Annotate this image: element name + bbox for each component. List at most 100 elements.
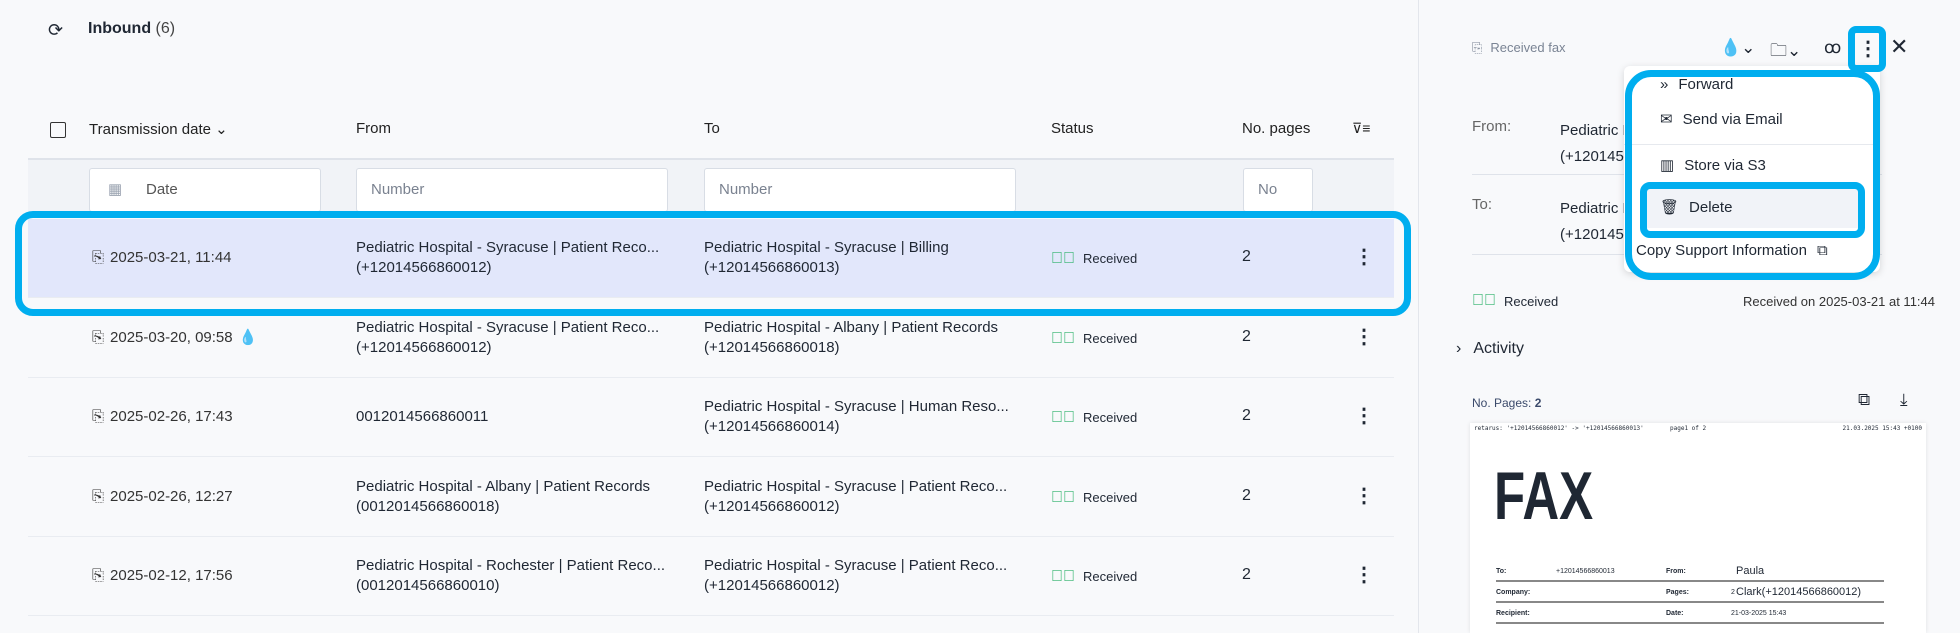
divider <box>28 158 1394 160</box>
transmission-date: ⎘ 2025-02-12, 17:56 <box>92 567 233 584</box>
transmission-date: ⎘ 2025-03-20, 09:58 💧 <box>92 328 258 346</box>
fax-title: FAX <box>1494 458 1594 534</box>
from-filter-input[interactable]: Number <box>356 168 668 212</box>
to-cell: Pediatric Hospital - Syracuse | Human Re… <box>704 398 1009 435</box>
pages-filter-input[interactable]: No <box>1243 168 1313 212</box>
inbound-fax-icon: ⎘ <box>92 567 105 584</box>
inbound-fax-icon: ⎘ <box>92 328 105 346</box>
menu-item-forward[interactable]: » Forward <box>1660 76 1734 93</box>
to-cell: Pediatric Hospital - Syracuse | Billing(… <box>704 239 949 276</box>
menu-item-delete-label[interactable]: 🗑 Delete <box>1660 198 1733 217</box>
copy-icon: ⧉ <box>1816 242 1828 259</box>
fax-preview[interactable]: retarus: '+12014566860012' -> '+12014566… <box>1470 423 1926 633</box>
status-badge: ✓⃝ Received <box>1051 488 1138 506</box>
filter-icon[interactable]: ⊽≡ <box>1352 120 1371 136</box>
more-options-button[interactable]: ⋮ <box>1858 38 1878 60</box>
chevron-right-icon: › <box>1456 340 1462 357</box>
folder-menu-button[interactable]: 🗀⌄ <box>1770 41 1802 60</box>
inbound-fax-icon: ⎘ <box>92 487 105 505</box>
storage-icon: ▥ <box>1660 157 1675 174</box>
check-circle-icon: ✓⃝ <box>1051 250 1075 267</box>
from-cell: Pediatric Hospital - Albany | Patient Re… <box>356 477 651 515</box>
to-cell: Pediatric Hospital - Syracuse | Patient … <box>704 477 1008 515</box>
forward-icon: » <box>1660 76 1669 93</box>
table-row[interactable]: ⎘ 2025-02-26, 12:27 Pediatric Hospital - … <box>28 458 1394 537</box>
column-header-from: From <box>356 120 391 137</box>
menu-item-delete[interactable] <box>1644 186 1862 228</box>
row-more-button[interactable]: ⋮ <box>1354 484 1374 507</box>
fax-cover-table: To: +12014566860013 From: Paula Clark(+1201… <box>1496 561 1884 624</box>
table-row[interactable]: ⎘ 2025-03-21, 11:44 Pediatric Hospital - … <box>28 219 1394 298</box>
from-cell: Pediatric Hospital - Syracuse | Patient … <box>356 318 660 356</box>
status-badge: ✓⃝ Received <box>1051 568 1138 585</box>
fax-type: ⎘ Received fax <box>1472 40 1566 55</box>
to-value: Pediatric H (+120145€ <box>1560 200 1634 243</box>
pages-cell: 2 <box>1242 486 1251 504</box>
mailbox-icon: ✉ <box>1660 111 1673 128</box>
inbound-fax-icon: ⎘ <box>92 249 105 266</box>
transmission-date: ⎘ 2025-02-26, 17:43 <box>92 408 233 425</box>
check-circle-icon: ✓⃝ <box>1472 292 1496 309</box>
glasses-icon[interactable]: ꝏ <box>1824 38 1842 57</box>
open-external-icon[interactable]: ⧉ <box>1858 390 1871 409</box>
check-circle-icon: ✓⃝ <box>1051 568 1075 585</box>
activity-toggle[interactable]: › Activity <box>1456 340 1524 357</box>
chevron-down-icon: ⌄ <box>215 121 228 138</box>
to-cell: Pediatric Hospital - Albany | Patient Re… <box>704 318 999 356</box>
pages-cell: 2 <box>1242 327 1251 345</box>
watermark-menu-button[interactable]: 💧⌄ <box>1720 38 1756 57</box>
refresh-icon[interactable]: ⟳ <box>48 20 64 40</box>
date-filter-input[interactable]: ▦ Date <box>89 168 321 212</box>
highlight-more-button <box>1848 26 1886 72</box>
pages-cell: 2 <box>1242 407 1251 424</box>
table-row[interactable]: ⎘ 2025-02-26, 17:43 0012014566860011 Pedi… <box>28 378 1394 457</box>
row-more-button[interactable]: ⋮ <box>1354 564 1374 586</box>
row-more-button[interactable]: ⋮ <box>1354 325 1374 348</box>
row-more-button[interactable]: ⋮ <box>1354 405 1374 427</box>
row-more-button[interactable]: ⋮ <box>1354 246 1374 268</box>
status-badge: ✓⃝ Received <box>1051 329 1138 347</box>
download-icon[interactable]: ⤓ <box>1900 390 1908 409</box>
check-circle-icon: ✓⃝ <box>1051 409 1075 426</box>
highlight-selected-row <box>15 211 1411 316</box>
from-cell: Pediatric Hospital - Syracuse | Patient … <box>356 239 660 276</box>
fax-header: retarus: '+12014566860012' -> '+12014566… <box>1474 425 1644 432</box>
menu-item-send-email[interactable]: ✉ Send via Email <box>1660 110 1783 129</box>
pages-cell: 2 <box>1242 566 1251 583</box>
inbound-fax-icon: ⎘ <box>92 408 105 425</box>
column-header-date[interactable]: Transmission date ⌄ <box>89 121 228 138</box>
select-all-checkbox[interactable] <box>50 122 66 138</box>
calendar-icon: ▦ <box>108 181 123 198</box>
check-circle-icon: ✓⃝ <box>1051 329 1075 347</box>
watermark-icon: 💧 <box>238 328 258 346</box>
to-label: To: <box>1472 196 1493 213</box>
menu-item-copy-support[interactable]: Copy Support Information ⧉ <box>1636 242 1828 259</box>
column-header-status: Status <box>1051 120 1094 137</box>
column-header-to: To <box>704 120 720 137</box>
from-value: Pediatric H (+120145€ <box>1560 122 1634 165</box>
close-icon[interactable]: ✕ <box>1890 34 1909 59</box>
inbound-list: ⟳ Inbound (6) Transmission date ⌄ From T… <box>28 0 1419 633</box>
fax-page: page1 of 2 <box>1670 425 1707 432</box>
status-badge: ✓⃝ Received <box>1051 409 1138 426</box>
menu-item-store-s3[interactable]: ▥ Store via S3 <box>1660 156 1766 175</box>
from-cell: 0012014566860011 <box>356 408 489 425</box>
trash-icon: 🗑 <box>1660 199 1680 216</box>
page-title: Inbound (6) <box>88 20 176 37</box>
pages-cell: 2 <box>1242 248 1251 265</box>
highlight-delete <box>1640 182 1865 238</box>
highlight-menu <box>1625 70 1880 280</box>
divider <box>1624 144 1880 145</box>
table-row[interactable]: ⎘ 2025-03-20, 09:58 💧 Pediatric Hospital -… <box>28 299 1394 378</box>
status-badge: ✓⃝ Received <box>1472 292 1559 309</box>
received-timestamp: Received on 2025-03-21 at 11:44 <box>1742 294 1935 309</box>
check-circle-icon: ✓⃝ <box>1051 488 1075 506</box>
transmission-date: ⎘ 2025-02-26, 12:27 <box>92 487 233 505</box>
to-cell: Pediatric Hospital - Syracuse | Patient … <box>704 557 1008 594</box>
status-badge: ✓⃝ Received <box>1051 250 1138 267</box>
from-label: From: <box>1472 118 1512 135</box>
table-row[interactable]: ⎘ 2025-02-12, 17:56 Pediatric Hospital - … <box>28 537 1394 616</box>
to-filter-input[interactable]: Number <box>704 168 1016 212</box>
column-header-pages: No. pages <box>1242 120 1311 137</box>
pages-count: No. Pages: 2 <box>1472 396 1542 410</box>
